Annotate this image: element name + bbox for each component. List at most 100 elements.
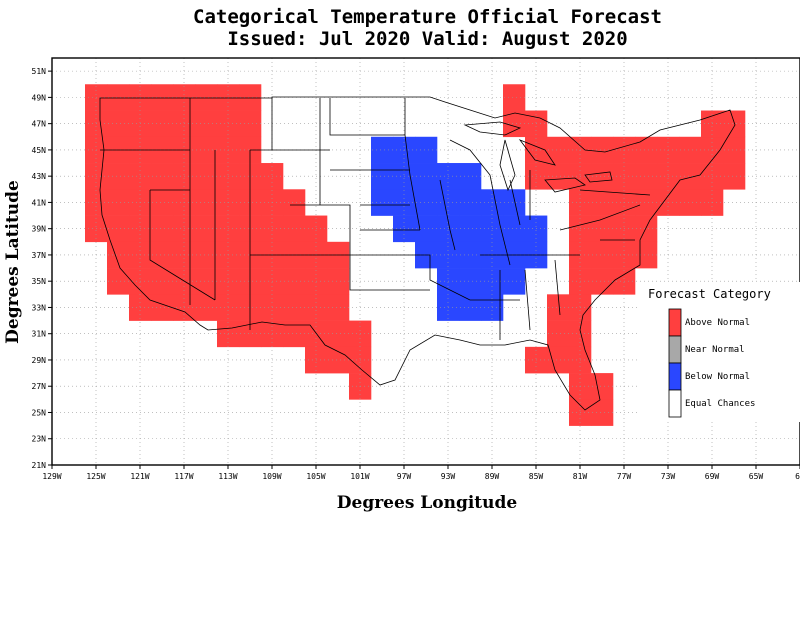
x-tick-label: 113W: [218, 472, 237, 481]
above-normal-cell: [151, 189, 174, 216]
above-normal-cell: [635, 215, 658, 243]
x-tick-label: 121W: [130, 472, 149, 481]
above-normal-cell: [195, 268, 218, 295]
above-normal-cell: [591, 241, 614, 269]
above-normal-cell: [151, 268, 174, 295]
above-normal-cell: [195, 215, 218, 243]
legend-swatch: [668, 389, 682, 418]
above-normal-cell: [239, 320, 262, 348]
x-tick-label: 129W: [42, 472, 61, 481]
above-normal-cell: [107, 215, 130, 243]
above-normal-cell: [723, 110, 746, 138]
y-axis-title: Degrees Latitude: [3, 180, 23, 344]
x-tick-label: 101W: [350, 472, 369, 481]
above-normal-cell: [327, 320, 350, 348]
x-tick-label: 65W: [749, 472, 764, 481]
legend-background: [640, 282, 800, 422]
legend-label: Near Normal: [685, 345, 745, 355]
great-lakes: [463, 121, 613, 193]
above-normal-cell: [107, 110, 130, 138]
above-normal-cell: [547, 294, 570, 321]
y-tick-label: 27N: [32, 382, 47, 391]
x-tick-label: 109W: [262, 472, 281, 481]
above-normal-cell: [591, 215, 614, 243]
above-normal-cell: [151, 241, 174, 269]
below-normal-cell: [459, 215, 482, 243]
above-normal-cell: [195, 110, 218, 138]
y-tick-label: 37N: [32, 251, 47, 260]
above-normal-cell: [547, 346, 570, 374]
below-normal-cell: [415, 215, 438, 243]
y-tick-label: 33N: [32, 303, 47, 312]
forecast-cells: [85, 84, 746, 426]
above-normal-cell: [635, 136, 658, 164]
above-normal-cell: [107, 84, 130, 111]
above-normal-cell: [195, 189, 218, 216]
above-normal-cell: [591, 399, 614, 426]
above-normal-cell: [547, 136, 570, 164]
above-normal-cell: [107, 189, 130, 216]
above-normal-cell: [195, 136, 218, 164]
above-normal-cell: [327, 346, 350, 374]
x-tick-label: 77W: [617, 472, 632, 481]
above-normal-cell: [547, 320, 570, 348]
y-tick-label: 23N: [32, 435, 47, 444]
y-tick-label: 51N: [32, 67, 47, 76]
above-normal-cell: [635, 241, 658, 269]
above-normal-cell: [151, 215, 174, 243]
above-normal-cell: [283, 294, 306, 321]
above-normal-cell: [679, 189, 702, 216]
above-normal-cell: [107, 163, 130, 190]
us-outline: [99, 96, 736, 411]
below-normal-cell: [371, 189, 394, 216]
above-normal-cell: [195, 84, 218, 111]
state-boundaries: [99, 96, 736, 411]
above-normal-cell: [635, 189, 658, 216]
above-normal-cell: [195, 163, 218, 190]
above-normal-cell: [283, 320, 306, 348]
x-tick-label: 61: [795, 472, 800, 481]
above-normal-cell: [195, 294, 218, 321]
chart-title-line1: Categorical Temperature Official Forecas…: [193, 6, 662, 28]
above-normal-cell: [283, 215, 306, 243]
above-normal-cell: [723, 136, 746, 164]
x-tick-label: 69W: [705, 472, 720, 481]
y-tick-labels: 21N 23N 25N 27N 29N 31N 33N 35N 37N 39N 41N 43N 45N 4…: [32, 67, 52, 470]
y-tick-label: 39N: [32, 225, 47, 234]
below-normal-cell: [415, 189, 438, 216]
below-normal-cell: [371, 136, 394, 164]
below-normal-cell: [503, 189, 526, 216]
below-normal-cell: [415, 163, 438, 190]
above-normal-cell: [591, 189, 614, 216]
y-tick-label: 49N: [32, 93, 47, 102]
x-tick-label: 93W: [441, 472, 456, 481]
legend-label: Above Normal: [685, 318, 750, 328]
below-normal-cell: [459, 189, 482, 216]
above-normal-cell: [503, 84, 526, 111]
y-tick-label: 45N: [32, 146, 47, 155]
y-tick-label: 25N: [32, 408, 47, 417]
above-normal-cell: [195, 241, 218, 269]
above-normal-cell: [107, 268, 130, 295]
above-normal-cell: [327, 294, 350, 321]
legend-swatch: [668, 335, 682, 364]
plot-border: [51, 57, 800, 466]
above-normal-cell: [591, 163, 614, 190]
below-normal-cell: [503, 215, 526, 243]
x-tick-label: 89W: [485, 472, 500, 481]
y-tick-label: 31N: [32, 330, 47, 339]
y-tick-label: 41N: [32, 198, 47, 207]
below-normal-cell: [371, 163, 394, 190]
above-normal-cell: [327, 268, 350, 295]
above-normal-cell: [151, 110, 174, 138]
x-tick-labels: 129W 125W 121W 117W 113W 109W 105W 101W 97W 93W 89…: [42, 465, 800, 481]
above-normal-cell: [239, 110, 262, 138]
y-tick-label: 35N: [32, 277, 47, 286]
legend-swatch: [668, 308, 682, 337]
above-normal-cell: [591, 136, 614, 164]
y-tick-label: 43N: [32, 172, 47, 181]
chart-title-line2: Issued: Jul 2020 Valid: August 2020: [227, 28, 628, 50]
above-normal-cell: [723, 163, 746, 190]
above-normal-cell: [151, 84, 174, 111]
